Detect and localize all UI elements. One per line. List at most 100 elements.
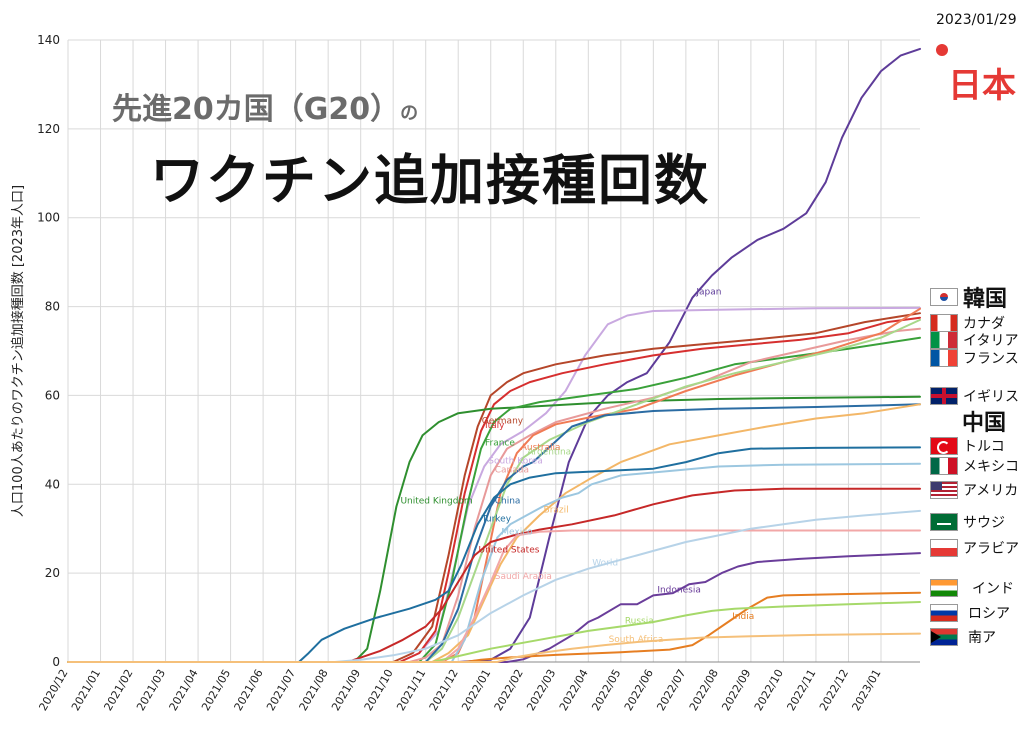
y-axis-label: 人口100人あたりのワクチン追加接種回数 [2023年人口]: [10, 185, 26, 517]
x-tick-label: 2022/09: [719, 667, 753, 713]
chart-date: 2023/01/29: [936, 12, 1017, 28]
legend-label: イタリア: [963, 333, 1019, 349]
series-label: South Africa: [609, 635, 664, 645]
chart-series: [67, 47, 921, 663]
y-tick-label: 20: [45, 566, 60, 580]
series-label: Canada: [495, 465, 529, 475]
legend-label: アメリカ: [963, 483, 1019, 499]
legend-label: アラビア: [963, 541, 1019, 557]
x-tick-label: 2022/10: [752, 667, 786, 713]
x-tick-label: 2021/11: [394, 667, 428, 713]
series-label: China: [495, 497, 521, 507]
legend-label: カナダ: [963, 316, 1005, 332]
legend-item-turkey: トルコ: [930, 436, 1005, 456]
legend-item-saudi-arabia: サウジ: [930, 512, 1005, 532]
legend-label: フランス: [963, 351, 1019, 367]
series-label: Italy: [485, 421, 505, 431]
y-tick-label: 140: [37, 33, 60, 47]
legend-label: サウジ: [963, 515, 1005, 531]
series-line-indonesia: [67, 552, 921, 663]
saudi-arabia-flag-icon: [930, 513, 958, 531]
x-tick-label: 2021/07: [264, 667, 298, 713]
y-tick-label: 100: [37, 211, 60, 225]
subtitle-particle: の: [400, 103, 419, 124]
legend-label: メキシコ: [963, 459, 1019, 475]
legend-item-china: 中国: [962, 405, 1006, 437]
series-label: World: [592, 559, 618, 569]
y-tick-label: 60: [45, 388, 60, 402]
series-label: Brazil: [544, 505, 569, 515]
x-tick-label: 2020/12: [36, 667, 70, 713]
legend-item-united-states: アメリカ: [930, 480, 1018, 500]
series-label: Turkey: [481, 514, 512, 524]
series-line-south-korea: [67, 306, 921, 663]
x-tick-label: 2021/06: [232, 667, 266, 713]
series-line-russia: [67, 601, 921, 663]
chart-subtitle: 先進20カ国（G20）の: [112, 84, 418, 128]
series-line-world: [67, 509, 921, 663]
series-line-mexico: [67, 462, 921, 663]
y-tick-label: 0: [52, 655, 60, 669]
x-tick-label: 2022/05: [589, 667, 623, 713]
series-line-australia: [67, 307, 921, 663]
x-tick-label: 2022/01: [459, 667, 493, 713]
series-line-argentina: [67, 318, 921, 663]
x-tick-label: 2022/08: [687, 667, 721, 713]
x-tick-label: 2021/08: [297, 667, 331, 713]
series-label: United States: [478, 545, 539, 555]
y-tick-label: 120: [37, 122, 60, 136]
legend-item-india: インド: [930, 578, 1014, 598]
x-tick-label: 2021/04: [167, 667, 201, 713]
russia-flag-icon: [930, 604, 958, 622]
legend-label: 中国: [962, 411, 1007, 436]
legend-label: 韓国: [963, 287, 1008, 312]
japan-highlight-label: 日本: [948, 66, 1016, 106]
series-line-india: [67, 591, 921, 663]
series-label: Germany: [482, 417, 524, 427]
series-label: India: [732, 612, 754, 622]
x-tick-label: 2021/09: [329, 667, 363, 713]
chart-grid: [67, 39, 920, 663]
series-label: Australia: [521, 443, 561, 453]
series-line-germany: [67, 312, 921, 663]
series-label: Argentina: [527, 448, 571, 458]
india-flag-icon: [930, 579, 958, 597]
x-tick-label: 2022/12: [817, 667, 851, 713]
red-white-flag-icon: [930, 539, 958, 557]
x-tick-label: 2022/02: [492, 667, 526, 713]
x-tick-label: 2021/12: [427, 667, 461, 713]
legend-item-mexico: メキシコ: [930, 456, 1019, 476]
x-tick-label: 2022/03: [524, 667, 558, 713]
series-label: France: [485, 439, 515, 449]
legend-label: ロシア: [968, 606, 1010, 622]
italy-flag-icon: [930, 331, 958, 349]
x-tick-label: 2023/01: [849, 667, 883, 713]
series-label: Japan: [695, 288, 721, 298]
legend-label: トルコ: [963, 439, 1005, 455]
series-label: South Korea: [488, 457, 543, 467]
south-korea-flag-icon: [930, 288, 958, 306]
series-label: Indonesia: [657, 585, 701, 595]
series-label: United Kingdom: [400, 497, 472, 507]
chart-title: ワクチン追加接種回数: [150, 149, 710, 212]
y-tick-label: 40: [45, 477, 60, 491]
series-line-saudi-arabia: [67, 529, 921, 663]
x-tick-label: 2022/07: [654, 667, 688, 713]
legend-label: インド: [972, 581, 1014, 597]
series-line-japan: [67, 47, 921, 663]
legend-item-south-africa: 南ア: [930, 627, 996, 647]
series-line-south-africa: [67, 632, 921, 663]
south-africa-flag-icon: [930, 628, 958, 646]
series-line-united-states: [67, 487, 921, 663]
subtitle-main: 先進20カ国（G20）: [112, 92, 401, 127]
united-states-flag-icon: [930, 481, 958, 499]
japan-marker-dot: [936, 44, 948, 56]
x-tick-label: 2021/10: [362, 667, 396, 713]
turkey-flag-icon: [930, 437, 958, 455]
x-tick-label: 2021/02: [102, 667, 136, 713]
x-tick-label: 2021/03: [134, 667, 168, 713]
series-line-italy: [67, 316, 921, 663]
series-line-china: [67, 403, 921, 663]
